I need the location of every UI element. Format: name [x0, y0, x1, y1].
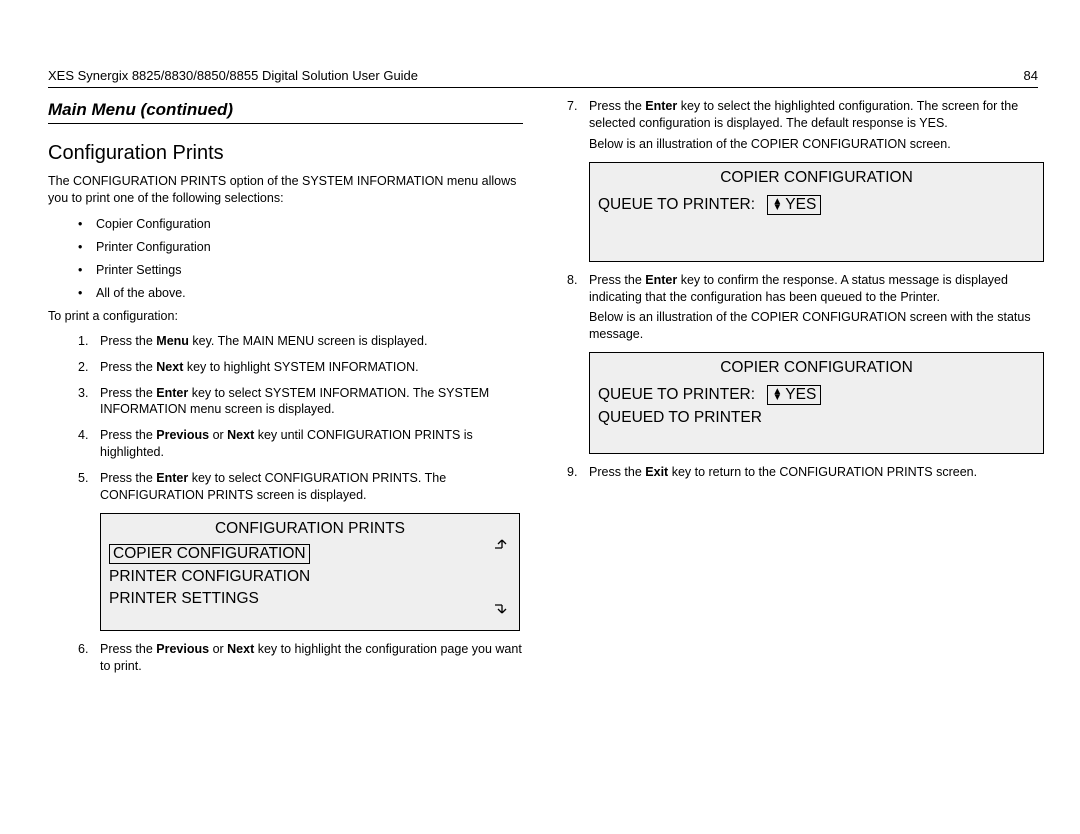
step-number: 4.	[78, 427, 88, 444]
intro-text: The CONFIGURATION PRINTS option of the S…	[48, 173, 523, 207]
screen-label: QUEUE TO PRINTER:	[598, 196, 755, 214]
steps-list-left: 1. Press the Menu key. The MAIN MENU scr…	[48, 333, 523, 504]
step-note: Below is an illustration of the COPIER C…	[589, 309, 1036, 343]
step-item: 7. Press the Enter key to select the hig…	[567, 98, 1036, 153]
content-columns: Main Menu (continued) Configuration Prin…	[48, 98, 1038, 684]
updown-icon: ▲▼	[772, 199, 782, 211]
steps-list-left-cont: 6. Press the Previous or Next key to hig…	[48, 641, 523, 675]
step-number: 8.	[567, 272, 577, 289]
pre-list-text: To print a configuration:	[48, 309, 523, 323]
step-number: 6.	[78, 641, 88, 658]
screen-copier-config-2: COPIER CONFIGURATION QUEUE TO PRINTER: ▲…	[589, 352, 1044, 454]
step-number: 9.	[567, 464, 577, 481]
screen-label: QUEUE TO PRINTER:	[598, 386, 755, 404]
screen-row: COPIER CONFIGURATION	[109, 544, 511, 564]
screen-title: COPIER CONFIGURATION	[598, 169, 1035, 187]
right-column: 7. Press the Enter key to select the hig…	[561, 98, 1036, 684]
step-text: Press the Previous or Next key until CON…	[100, 428, 473, 459]
bullet-item: Printer Configuration	[78, 240, 523, 254]
screen-copier-config-1: COPIER CONFIGURATION QUEUE TO PRINTER: ▲…	[589, 162, 1044, 262]
step-text: Press the Previous or Next key to highli…	[100, 642, 522, 673]
highlighted-option: COPIER CONFIGURATION	[109, 544, 310, 564]
screen-row: PRINTER CONFIGURATION	[109, 568, 511, 586]
step-number: 1.	[78, 333, 88, 350]
steps-list-right: 7. Press the Enter key to select the hig…	[561, 98, 1036, 153]
screen-row: QUEUE TO PRINTER: ▲▼ YES	[598, 195, 1035, 215]
step-text: Press the Enter key to confirm the respo…	[589, 273, 1008, 304]
doc-title: XES Synergix 8825/8830/8850/8855 Digital…	[48, 68, 418, 83]
step-item: 8. Press the Enter key to confirm the re…	[567, 272, 1036, 344]
step-item: 9. Press the Exit key to return to the C…	[567, 464, 1036, 481]
step-number: 7.	[567, 98, 577, 115]
step-text: Press the Menu key. The MAIN MENU screen…	[100, 334, 427, 348]
bullet-item: All of the above.	[78, 286, 523, 300]
step-item: 4. Press the Previous or Next key until …	[78, 427, 523, 461]
bullet-item: Copier Configuration	[78, 217, 523, 231]
subheading: Configuration Prints	[48, 142, 523, 165]
screen-config-prints: CONFIGURATION PRINTS COPIER CONFIGURATIO…	[100, 513, 520, 631]
step-number: 2.	[78, 359, 88, 376]
steps-list-right-3: 9. Press the Exit key to return to the C…	[561, 464, 1036, 481]
bullet-item: Printer Settings	[78, 263, 523, 277]
step-number: 5.	[78, 470, 88, 487]
step-item: 5. Press the Enter key to select CONFIGU…	[78, 470, 523, 504]
step-item: 1. Press the Menu key. The MAIN MENU scr…	[78, 333, 523, 350]
selected-value: ▲▼ YES	[767, 195, 821, 215]
step-text: Press the Enter key to select CONFIGURAT…	[100, 471, 446, 502]
updown-icon: ▲▼	[772, 389, 782, 401]
step-item: 2. Press the Next key to highlight SYSTE…	[78, 359, 523, 376]
step-text: Press the Next key to highlight SYSTEM I…	[100, 360, 419, 374]
step-text: Press the Enter key to select SYSTEM INF…	[100, 386, 489, 417]
page-header: XES Synergix 8825/8830/8850/8855 Digital…	[48, 68, 1038, 88]
screen-title: COPIER CONFIGURATION	[598, 359, 1035, 377]
step-item: 6. Press the Previous or Next key to hig…	[78, 641, 523, 675]
screen-row: PRINTER SETTINGS	[109, 590, 511, 608]
step-item: 3. Press the Enter key to select SYSTEM …	[78, 385, 523, 419]
scroll-up-icon	[493, 538, 511, 561]
scroll-down-icon	[493, 597, 511, 620]
step-number: 3.	[78, 385, 88, 402]
step-text: Press the Exit key to return to the CONF…	[589, 465, 977, 479]
left-column: Main Menu (continued) Configuration Prin…	[48, 98, 523, 684]
screen-title: CONFIGURATION PRINTS	[109, 520, 511, 538]
bullet-list: Copier Configuration Printer Configurati…	[48, 217, 523, 300]
page-number: 84	[1024, 68, 1038, 83]
screen-row: QUEUE TO PRINTER: ▲▼ YES	[598, 385, 1035, 405]
step-text: Press the Enter key to select the highli…	[589, 99, 1018, 130]
selected-value: ▲▼ YES	[767, 385, 821, 405]
steps-list-right-2: 8. Press the Enter key to confirm the re…	[561, 272, 1036, 344]
step-note: Below is an illustration of the COPIER C…	[589, 136, 1036, 153]
screen-status: QUEUED TO PRINTER	[598, 409, 1035, 427]
section-title: Main Menu (continued)	[48, 98, 523, 124]
